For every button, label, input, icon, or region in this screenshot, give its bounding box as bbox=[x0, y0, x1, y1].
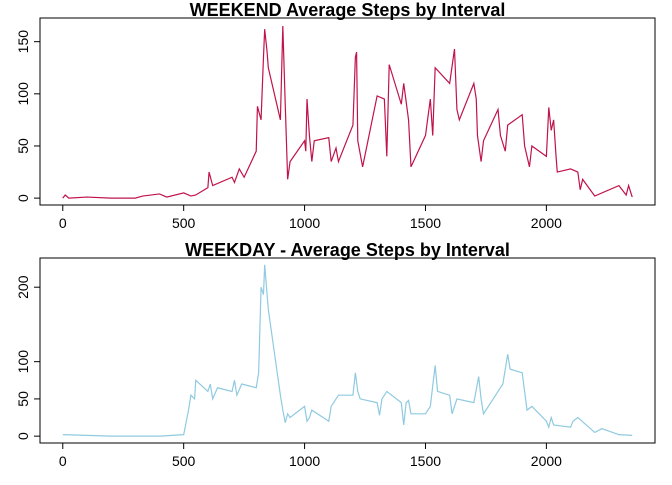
x-tick-label: 1500 bbox=[410, 215, 441, 231]
y-tick-label: 50 bbox=[15, 391, 31, 407]
x-tick-label: 1000 bbox=[289, 453, 320, 469]
chart-title: WEEKDAY - Average Steps by Interval bbox=[185, 240, 510, 260]
y-tick-label: 150 bbox=[15, 30, 31, 54]
x-tick-label: 2000 bbox=[531, 215, 562, 231]
y-tick-label: 200 bbox=[15, 275, 31, 299]
y-tick-label: 100 bbox=[15, 350, 31, 374]
y-tick-label: 50 bbox=[15, 138, 31, 154]
data-line bbox=[62, 26, 633, 199]
x-tick-label: 500 bbox=[172, 215, 196, 231]
x-tick-label: 1500 bbox=[410, 453, 441, 469]
x-tick-label: 500 bbox=[172, 453, 196, 469]
x-tick-label: 0 bbox=[59, 453, 67, 469]
plot-box bbox=[39, 257, 656, 444]
x-tick-label: 1000 bbox=[289, 215, 320, 231]
x-tick-label: 0 bbox=[59, 215, 67, 231]
chart-title: WEEKEND Average Steps by Interval bbox=[190, 0, 506, 20]
x-tick-label: 2000 bbox=[531, 453, 562, 469]
data-line bbox=[62, 264, 633, 437]
plot-box bbox=[39, 17, 656, 206]
y-tick-label: 100 bbox=[15, 82, 31, 106]
y-tick-label: 0 bbox=[15, 194, 31, 202]
y-tick-label: 0 bbox=[15, 432, 31, 440]
